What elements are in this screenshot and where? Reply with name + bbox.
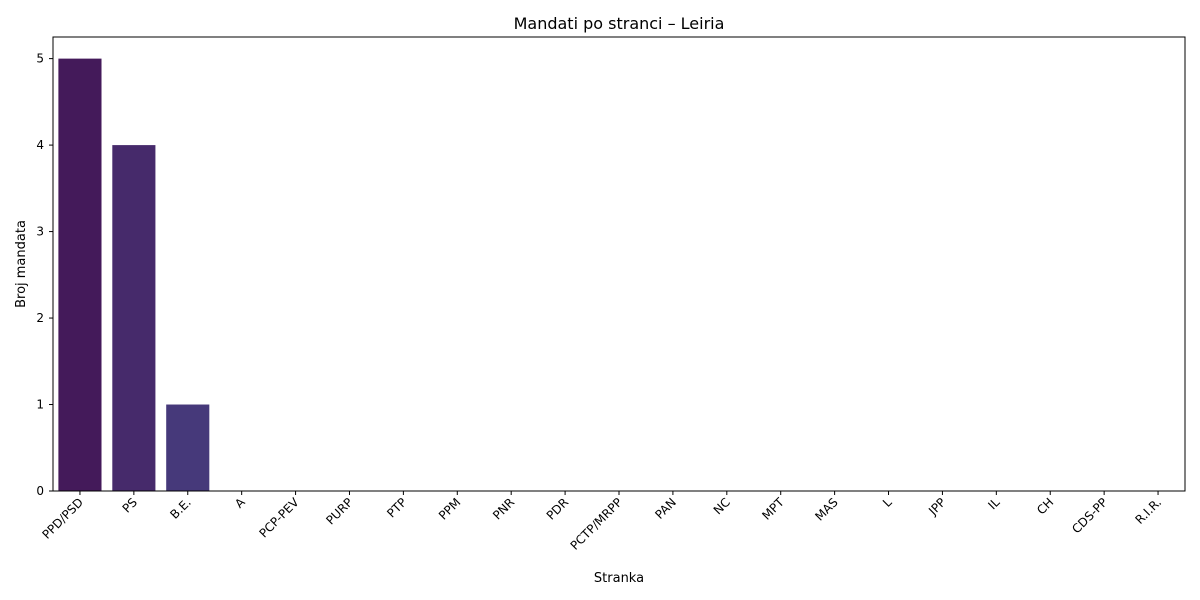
x-tick-label: PURP	[323, 495, 355, 527]
x-tick-label: A	[232, 495, 248, 511]
bar-ps	[112, 145, 156, 491]
x-tick-label: PS	[120, 495, 140, 515]
y-axis-label: Broj mandata	[14, 220, 29, 308]
x-tick-label: CH	[1034, 495, 1056, 517]
x-tick-label: PDR	[544, 495, 571, 522]
chart-title: Mandati po stranci – Leiria	[514, 14, 725, 33]
x-tick-label: PPM	[436, 495, 463, 522]
y-tick-label: 5	[36, 52, 44, 66]
bars-group	[58, 58, 210, 492]
x-axis: PPD/PSD PS B.E. A PCP-PEV PURP PTP PPM PNR PDRPCT…	[40, 491, 1164, 553]
y-tick-label: 0	[36, 484, 44, 498]
x-tick-label: PCTP/MRPP	[568, 495, 626, 553]
x-tick-label: PAN	[652, 495, 679, 522]
x-tick-label: L	[880, 495, 895, 510]
y-tick-label: 4	[36, 138, 44, 152]
x-tick-label: R.I.R.	[1132, 495, 1164, 527]
y-tick-label: 3	[36, 225, 44, 239]
x-axis-label: Stranka	[594, 571, 644, 586]
x-tick-label: IL	[985, 495, 1002, 512]
bar-b-e-	[166, 404, 210, 491]
y-tick-label: 1	[36, 398, 44, 412]
x-tick-label: PTP	[384, 495, 409, 520]
x-tick-label: PCP-PEV	[256, 495, 302, 541]
x-tick-label: PPD/PSD	[40, 495, 87, 542]
y-tick-label: 2	[36, 311, 44, 325]
plot-frame	[52, 36, 1186, 492]
x-tick-label: MAS	[812, 495, 840, 523]
x-tick-label: JPP	[925, 495, 948, 518]
x-tick-label: B.E.	[167, 495, 193, 521]
x-tick-label: CDS-PP	[1069, 495, 1110, 536]
x-tick-label: MPT	[759, 495, 787, 523]
bar-ppd-psd	[58, 58, 102, 492]
x-tick-label: PNR	[490, 495, 517, 522]
x-tick-label: NC	[711, 495, 733, 517]
y-axis: 0 1 2 3 4 5	[36, 52, 53, 498]
